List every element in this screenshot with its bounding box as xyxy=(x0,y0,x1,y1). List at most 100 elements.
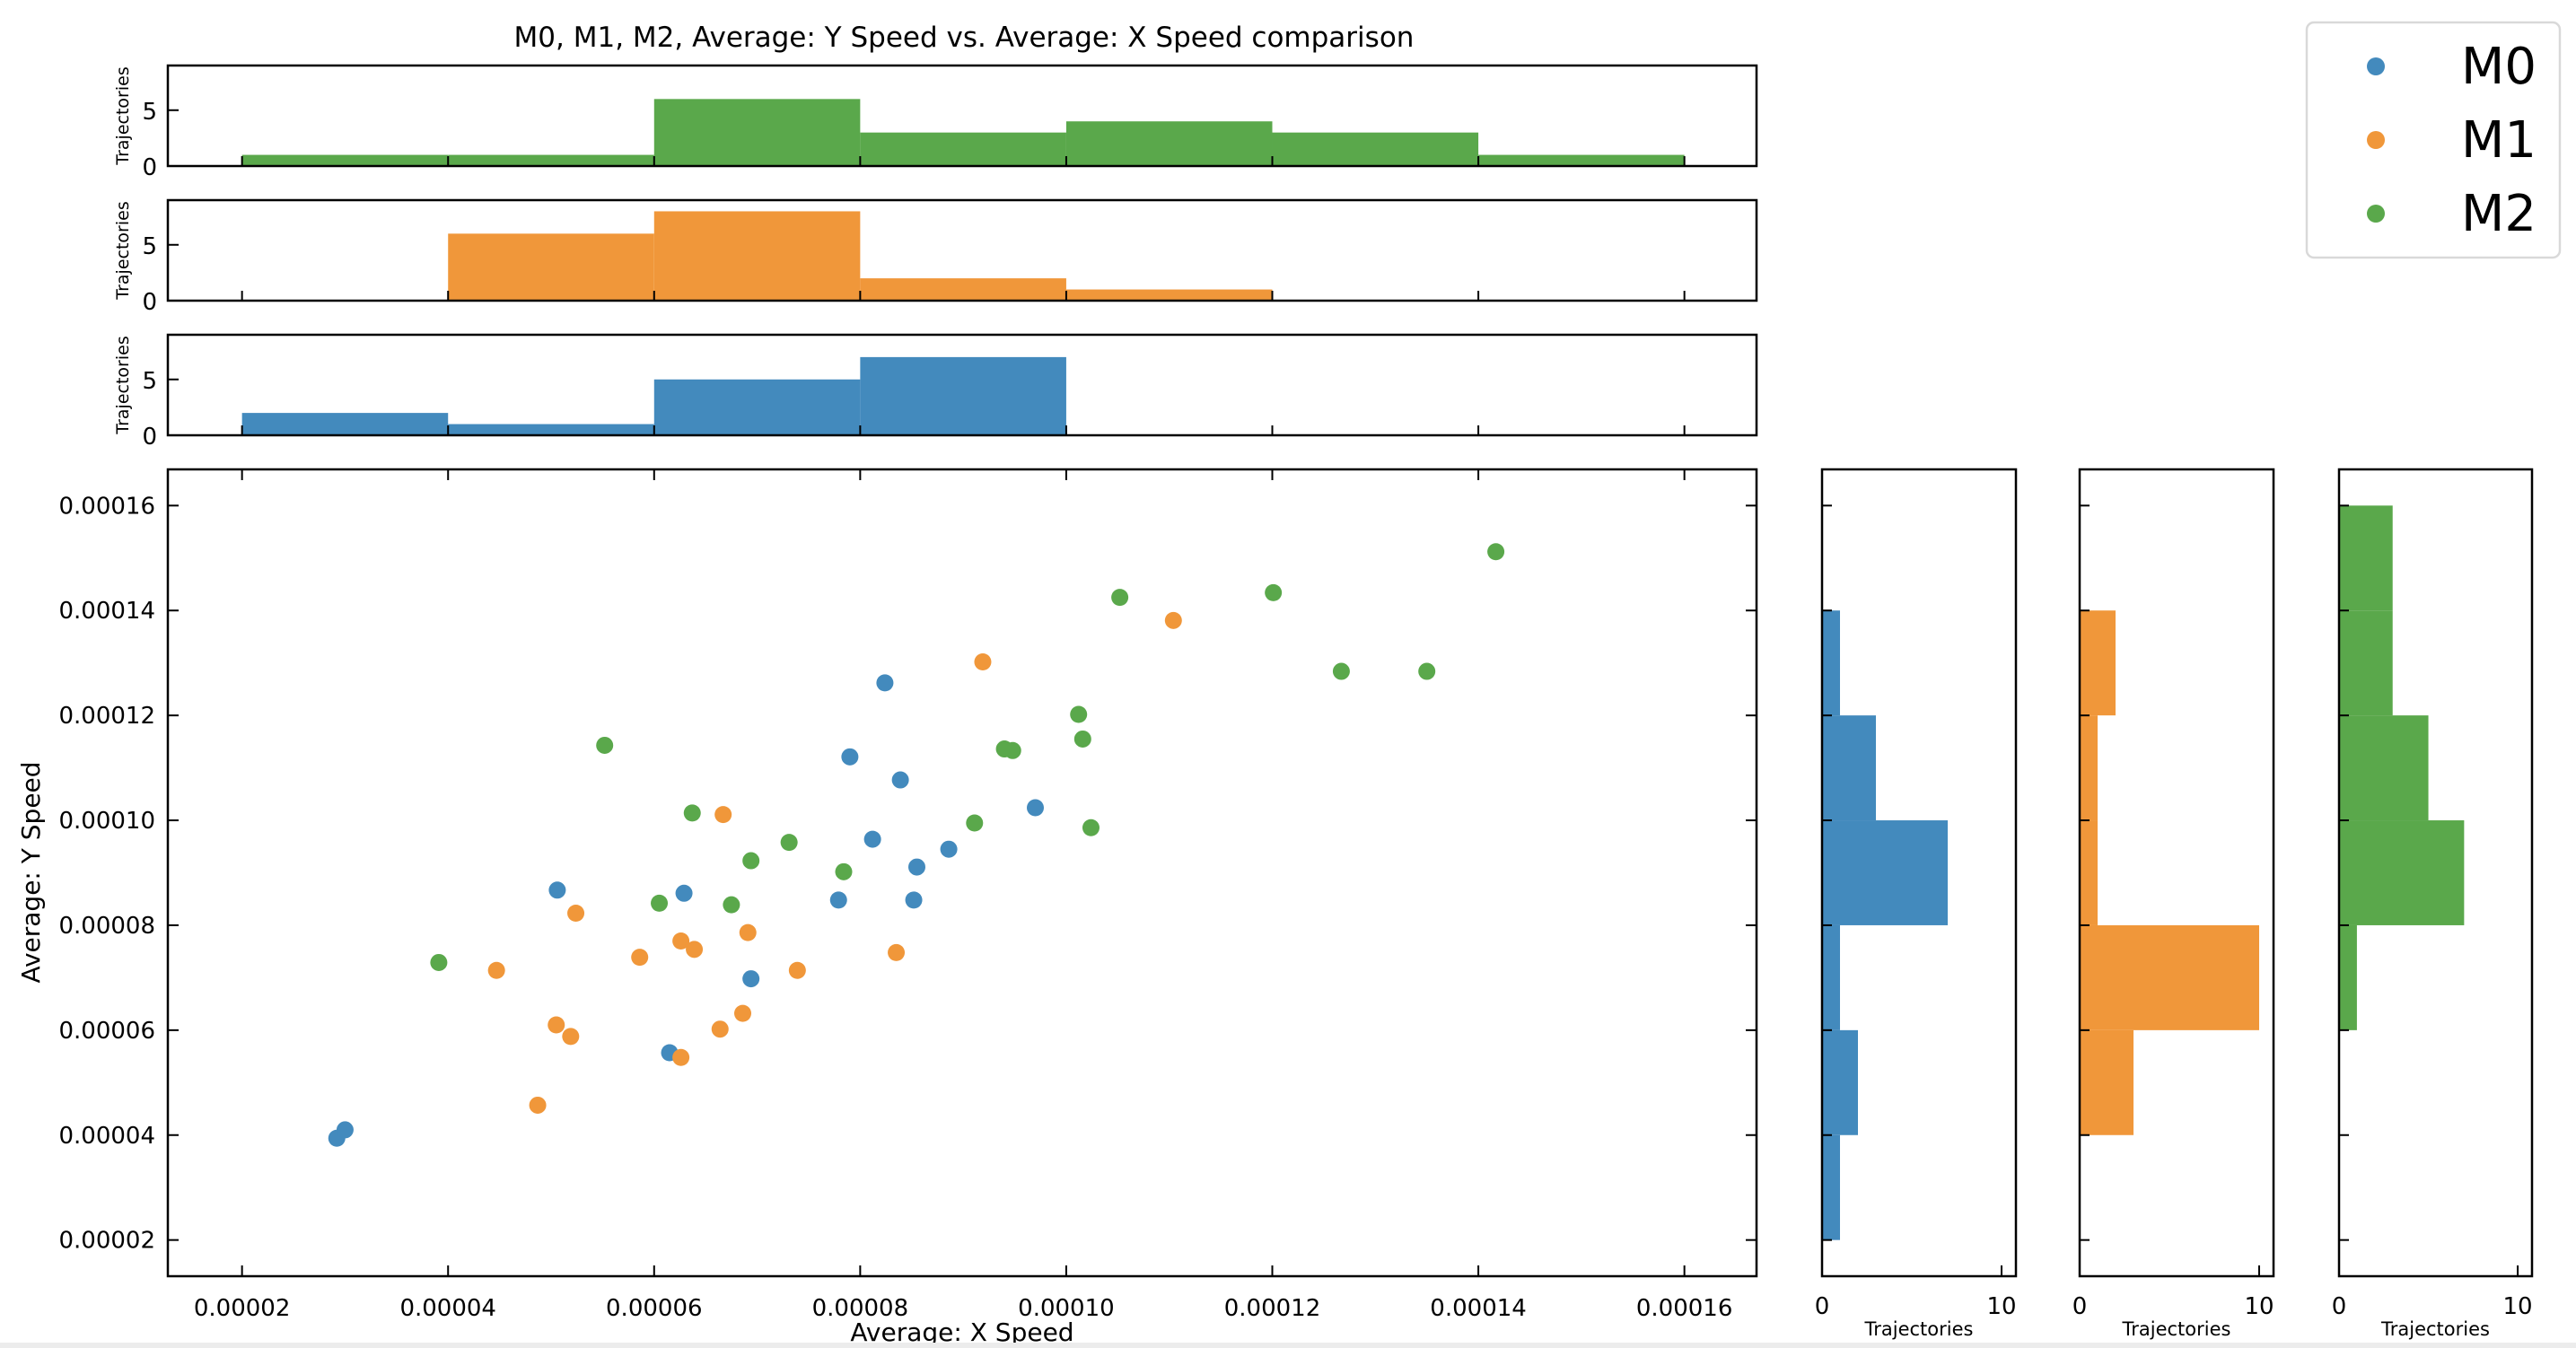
scatter-point-m0 xyxy=(940,840,958,858)
scatter-point-m2 xyxy=(651,894,669,912)
legend: M0 M1 M2 xyxy=(2305,21,2562,259)
y-tick-label: 0.00004 xyxy=(58,1123,155,1150)
histogram-bar-m0 xyxy=(1822,715,1876,821)
scatter-point-m1 xyxy=(562,1028,580,1046)
x-tick-label: 0.00006 xyxy=(606,1295,703,1322)
scatter-point-m0 xyxy=(829,891,847,909)
scatter-point-m2 xyxy=(1332,662,1350,680)
histogram-x-label: Trajectories xyxy=(2380,1318,2490,1340)
scatter-point-m2 xyxy=(835,862,853,880)
y-tick-label: 0 xyxy=(142,154,157,181)
histogram-bar-m1 xyxy=(860,278,1066,301)
y-histogram-m0: 0 10 Trajectories xyxy=(1815,468,2018,1340)
histogram-bar-m2 xyxy=(2339,715,2429,821)
scatter-point-m2 xyxy=(1418,662,1436,680)
scatter-point-m1 xyxy=(686,941,704,958)
scatter-point-m2 xyxy=(430,953,448,971)
scatter-point-m2 xyxy=(1082,818,1100,836)
x-histogram-m0: 0 5 Trajectories xyxy=(113,333,1758,451)
y-tick-label: 0.00006 xyxy=(58,1018,155,1045)
y-tick-label: 0.00002 xyxy=(58,1228,155,1255)
x-tick-label: 0.00002 xyxy=(194,1295,291,1322)
scatter-point-m2 xyxy=(1003,741,1021,759)
scatter-point-m0 xyxy=(863,830,881,848)
y-tick-label: 0.00008 xyxy=(58,913,155,940)
plot-frame xyxy=(166,468,1758,1278)
histogram-bar-m2 xyxy=(448,154,654,166)
scatter-point-m0 xyxy=(876,674,894,692)
histogram-bar-m0 xyxy=(241,413,449,435)
scatter-point-m2 xyxy=(1487,543,1505,561)
histogram-bar-m0 xyxy=(860,356,1066,435)
scatter-point-m1 xyxy=(672,932,690,950)
scatter-point-m1 xyxy=(487,961,505,979)
histogram-bar-m1 xyxy=(2080,1029,2134,1135)
x-histogram-m2: 0 5 Trajectories xyxy=(113,64,1758,181)
scatter-point-m2 xyxy=(966,814,984,832)
x-tick-label: 0.00016 xyxy=(1636,1295,1733,1322)
y-histogram-m2: 0 10 Trajectories xyxy=(2332,468,2534,1340)
x-tick-label: 0 xyxy=(2072,1293,2088,1320)
histogram-bar-m0 xyxy=(448,424,654,435)
scatter-point-m2 xyxy=(1111,589,1129,607)
x-tick-label: 10 xyxy=(2503,1293,2533,1320)
histogram-x-label: Trajectories xyxy=(2122,1318,2231,1340)
y-tick-label: 0 xyxy=(142,424,157,451)
scatter-point-m2 xyxy=(780,834,798,852)
histogram-bar-m0 xyxy=(1822,610,1840,716)
y-axis-label: Average: Y Speed xyxy=(16,761,46,983)
y-tick-label: 0.00014 xyxy=(58,598,155,625)
histogram-bar-m0 xyxy=(1822,820,1948,925)
scatter-point-m1 xyxy=(734,1004,752,1022)
y-tick-label: 5 xyxy=(142,368,157,395)
histogram-frame xyxy=(2337,468,2534,1278)
histogram-bar-m1 xyxy=(2080,820,2098,925)
x-tick-label: 10 xyxy=(2244,1293,2274,1320)
scatter-point-m0 xyxy=(1026,799,1044,817)
y-tick-label: 5 xyxy=(142,99,157,126)
histogram-bar-m0 xyxy=(1822,1029,1858,1135)
histogram-y-label: Trajectories xyxy=(113,201,133,300)
histogram-bar-m2 xyxy=(1478,154,1685,166)
legend-marker-m1 xyxy=(2367,131,2385,149)
legend-label: M1 xyxy=(2461,111,2537,170)
histogram-frame xyxy=(1820,468,2018,1278)
scatter-point-m1 xyxy=(888,943,906,961)
scatter-point-m0 xyxy=(891,771,909,789)
scatter-point-m1 xyxy=(672,1048,690,1066)
scatter-point-m1 xyxy=(529,1096,547,1114)
x-tick-label: 0.00012 xyxy=(1224,1295,1321,1322)
scatter-point-m2 xyxy=(742,852,760,870)
scatter-point-m1 xyxy=(548,1016,565,1034)
scatter-point-m2 xyxy=(596,736,614,754)
scatter-point-m1 xyxy=(788,961,806,979)
histogram-frame xyxy=(2078,468,2275,1278)
scatter-point-m1 xyxy=(631,949,649,967)
scatter-point-m0 xyxy=(907,858,925,876)
y-tick-label: 0.00012 xyxy=(58,703,155,730)
histogram-frame xyxy=(166,333,1758,437)
legend-frame xyxy=(2305,21,2562,259)
x-axis-label: Average: X Speed xyxy=(850,1317,1073,1347)
histogram-bar-m2 xyxy=(2339,610,2393,716)
scatter-point-m2 xyxy=(683,804,701,822)
scatter-point-m1 xyxy=(1164,611,1182,629)
scatter-point-m1 xyxy=(974,653,992,671)
histogram-x-label: Trajectories xyxy=(1864,1318,1974,1340)
scatter-plot: 0.00002 0.00004 0.00006 0.00008 0.00010 0.000… xyxy=(58,468,1758,1322)
scatter-point-m2 xyxy=(723,896,740,914)
y-histogram-m1: 0 10 Trajectories xyxy=(2072,468,2275,1340)
histogram-bar-m0 xyxy=(1822,924,1840,1030)
scatter-point-m1 xyxy=(711,1020,729,1038)
y-tick-label: 0.00010 xyxy=(58,808,155,835)
histogram-bar-m0 xyxy=(653,379,861,435)
histogram-frame xyxy=(166,198,1758,302)
y-tick-label: 0.00016 xyxy=(58,493,155,520)
x-tick-label: 0.00010 xyxy=(1018,1295,1115,1322)
histogram-bar-m2 xyxy=(241,154,449,166)
x-tick-label: 0 xyxy=(1815,1293,1830,1320)
histogram-bar-m2 xyxy=(1272,132,1479,166)
histogram-bar-m2 xyxy=(2339,924,2357,1030)
scatter-point-m2 xyxy=(1073,730,1091,748)
